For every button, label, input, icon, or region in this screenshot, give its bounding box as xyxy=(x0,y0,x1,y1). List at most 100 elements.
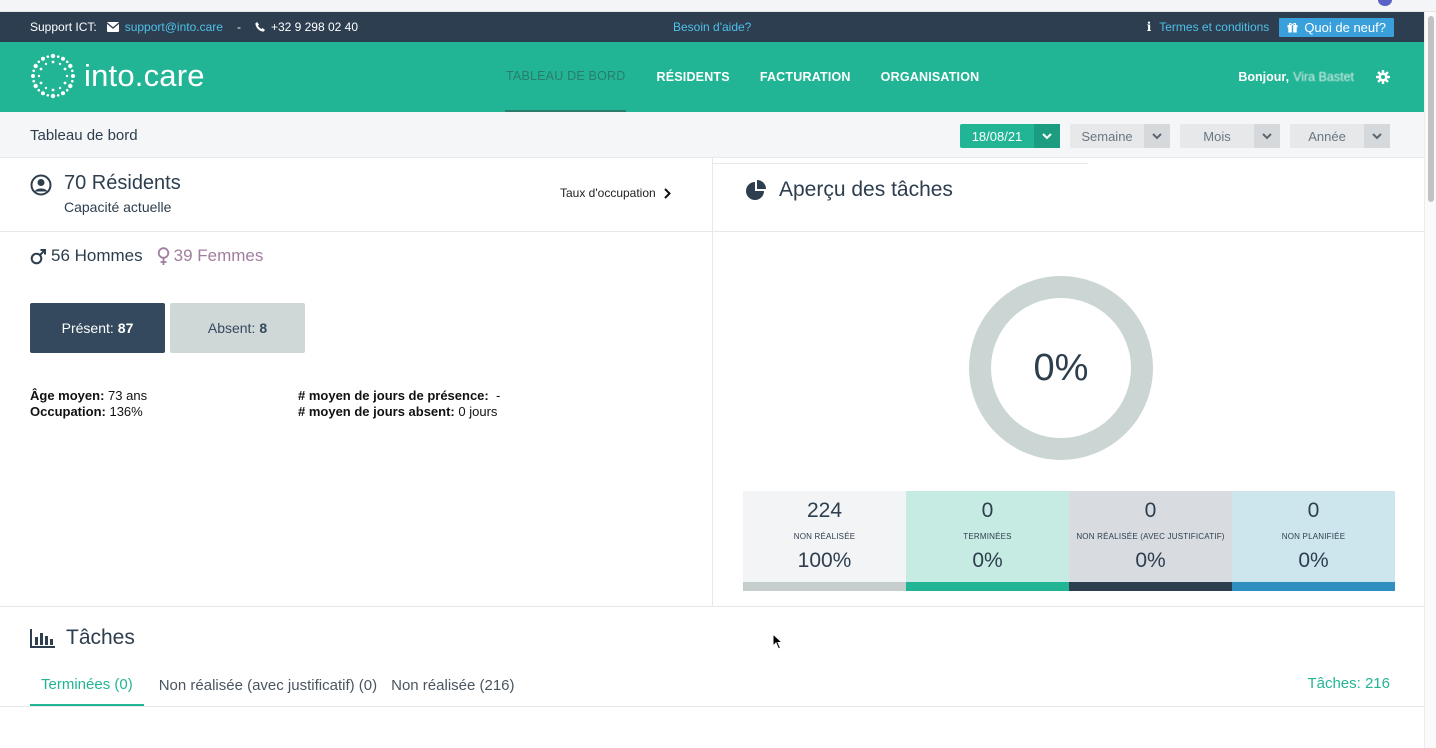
tasks-header-divider xyxy=(713,231,1424,232)
pie-chart-icon xyxy=(745,179,767,201)
task-kpi-row: 224 NON RÉALISÉE 100% 0 TERMINÉES 0% 0 N… xyxy=(743,491,1395,591)
kpi-caption: NON RÉALISÉE xyxy=(793,532,856,541)
donut-percent: 0% xyxy=(1033,346,1089,389)
kpi-count: 0 xyxy=(1144,499,1157,522)
occupation-label: Occupation: xyxy=(30,404,106,419)
task-progress-donut xyxy=(969,276,1153,460)
men-label: 56 Hommes xyxy=(51,246,143,265)
main-navbar: into.care TABLEAU DE BORD RÉSIDENTS FACT… xyxy=(0,42,1424,112)
terms-link[interactable]: i Termes et conditions xyxy=(1147,20,1270,34)
logo-burst-icon xyxy=(30,53,76,99)
kpi-count: 0 xyxy=(981,499,994,522)
info-icon: i xyxy=(1146,20,1152,34)
tab-not-done-justified[interactable]: Non réalisée (avec justificatif) (0) xyxy=(158,676,378,694)
panel-divider xyxy=(712,158,713,606)
avg-age-label: Âge moyen: xyxy=(30,388,105,403)
absent-value: 8 xyxy=(259,320,268,336)
support-phone: +32 9 298 02 40 xyxy=(270,20,359,34)
gear-icon[interactable] xyxy=(1376,70,1390,89)
user-name: Vira Bastet xyxy=(1293,70,1354,84)
kpi-caption: NON PLANIFIÉE xyxy=(1281,532,1346,541)
kpi-percent: 100% xyxy=(797,549,852,572)
user-greeting[interactable]: Bonjour, Vira Bastet xyxy=(1238,42,1354,112)
kpi-caption: NON RÉALISÉE (AVEC JUSTIFICATIF) xyxy=(1076,532,1225,541)
kpi-bar xyxy=(743,582,906,591)
main-nav: TABLEAU DE BORD RÉSIDENTS FACTURATION OR… xyxy=(505,42,1009,112)
kpi-percent: 0% xyxy=(972,549,1003,572)
nav-dashboard[interactable]: TABLEAU DE BORD xyxy=(505,42,627,112)
donut-track xyxy=(969,276,1153,460)
brand-name: into.care xyxy=(84,58,205,93)
greeting-label: Bonjour, xyxy=(1238,70,1290,84)
kpi-not-done-justified[interactable]: 0 NON RÉALISÉE (AVEC JUSTIFICATIF) 0% xyxy=(1069,491,1232,591)
kpi-not-done[interactable]: 224 NON RÉALISÉE 100% xyxy=(743,491,906,591)
male-icon xyxy=(30,248,47,265)
page-scrollbar[interactable] xyxy=(1424,12,1436,748)
tab-completed[interactable]: Terminées (0) xyxy=(30,664,144,706)
gender-breakdown: 56 Hommes 39 Femmes xyxy=(30,246,263,266)
men-count: 56 Hommes xyxy=(30,246,143,266)
residents-header-divider xyxy=(0,231,712,232)
kpi-completed[interactable]: 0 TERMINÉES 0% xyxy=(906,491,1069,591)
female-icon xyxy=(157,246,170,266)
month-select[interactable]: Mois xyxy=(1180,124,1280,148)
occupancy-link[interactable]: Taux d'occupation xyxy=(560,186,671,200)
brand-logo[interactable]: into.care xyxy=(30,52,205,100)
tab-not-done[interactable]: Non réalisée (216) xyxy=(391,676,515,694)
tasks-section-header: Tâches xyxy=(30,626,135,650)
task-overview-title: Aperçu des tâches xyxy=(779,178,953,201)
avg-presence-label: # moyen de jours de présence: xyxy=(298,388,489,403)
chevron-down-icon xyxy=(1254,124,1280,148)
kpi-count: 224 xyxy=(806,499,843,522)
kpi-unplanned[interactable]: 0 NON PLANIFIÉE 0% xyxy=(1232,491,1395,591)
nav-billing[interactable]: FACTURATION xyxy=(759,70,851,84)
bar-chart-icon xyxy=(30,628,56,648)
present-button[interactable]: Présent: 87 xyxy=(30,303,165,353)
kpi-bar xyxy=(1232,582,1395,591)
support-bar: Support ICT: support@into.care - +32 9 2… xyxy=(0,12,1424,42)
nav-organisation[interactable]: ORGANISATION xyxy=(880,70,980,84)
date-value: 18/08/21 xyxy=(971,128,1023,144)
women-count: 39 Femmes xyxy=(157,246,263,266)
tasks-tabs: Terminées (0) Non réalisée (avec justifi… xyxy=(30,664,522,706)
kpi-count: 0 xyxy=(1307,499,1320,522)
occupancy-link-label: Taux d'occupation xyxy=(560,186,656,200)
separator: - xyxy=(236,20,241,34)
date-picker[interactable]: 18/08/21 xyxy=(960,124,1060,148)
support-email-link[interactable]: support@into.care xyxy=(124,20,223,34)
task-overview-header: Aperçu des tâches xyxy=(745,178,953,202)
support-label: Support ICT: xyxy=(30,20,97,34)
year-label: Année xyxy=(1308,128,1346,144)
chevron-down-icon xyxy=(1364,124,1390,148)
mouse-cursor-icon xyxy=(772,632,784,655)
present-value: 87 xyxy=(117,320,134,336)
residents-count: 70 Résidents xyxy=(64,172,181,194)
news-button[interactable]: Quoi de neuf? xyxy=(1279,17,1394,37)
present-label: Présent: xyxy=(61,320,114,336)
month-label: Mois xyxy=(1203,128,1231,144)
absent-button[interactable]: Absent: 8 xyxy=(170,303,305,353)
kpi-percent: 0% xyxy=(1298,549,1329,572)
help-link[interactable]: Besoin d'aide? xyxy=(673,20,752,34)
tasks-panel-top-line xyxy=(713,163,1088,164)
avg-presence-value: - xyxy=(495,388,501,403)
chevron-down-icon xyxy=(1144,124,1170,148)
year-select[interactable]: Année xyxy=(1290,124,1390,148)
envelope-icon xyxy=(106,22,119,32)
absent-label: Absent: xyxy=(207,320,256,336)
tabs-bottom-divider xyxy=(0,706,1424,707)
week-label: Semaine xyxy=(1081,128,1133,144)
kpi-bar xyxy=(906,582,1069,591)
residents-stats-left: Âge moyen: 73 ans Occupation: 136% xyxy=(30,388,147,420)
avg-absent-label: # moyen de jours absent: xyxy=(298,404,455,419)
gift-icon xyxy=(1287,22,1298,33)
scrollbar-thumb[interactable] xyxy=(1428,16,1434,202)
week-select[interactable]: Semaine xyxy=(1070,124,1170,148)
page-title: Tableau de bord xyxy=(30,126,138,144)
nav-residents[interactable]: RÉSIDENTS xyxy=(656,70,730,84)
kpi-bar xyxy=(1069,582,1232,591)
residents-header: 70 Résidents Capacité actuelle xyxy=(30,172,181,215)
tasks-section-title: Tâches xyxy=(66,626,135,649)
residents-stats-right: # moyen de jours de présence: - # moyen … xyxy=(298,388,500,420)
occupation-value: 136% xyxy=(109,404,143,419)
